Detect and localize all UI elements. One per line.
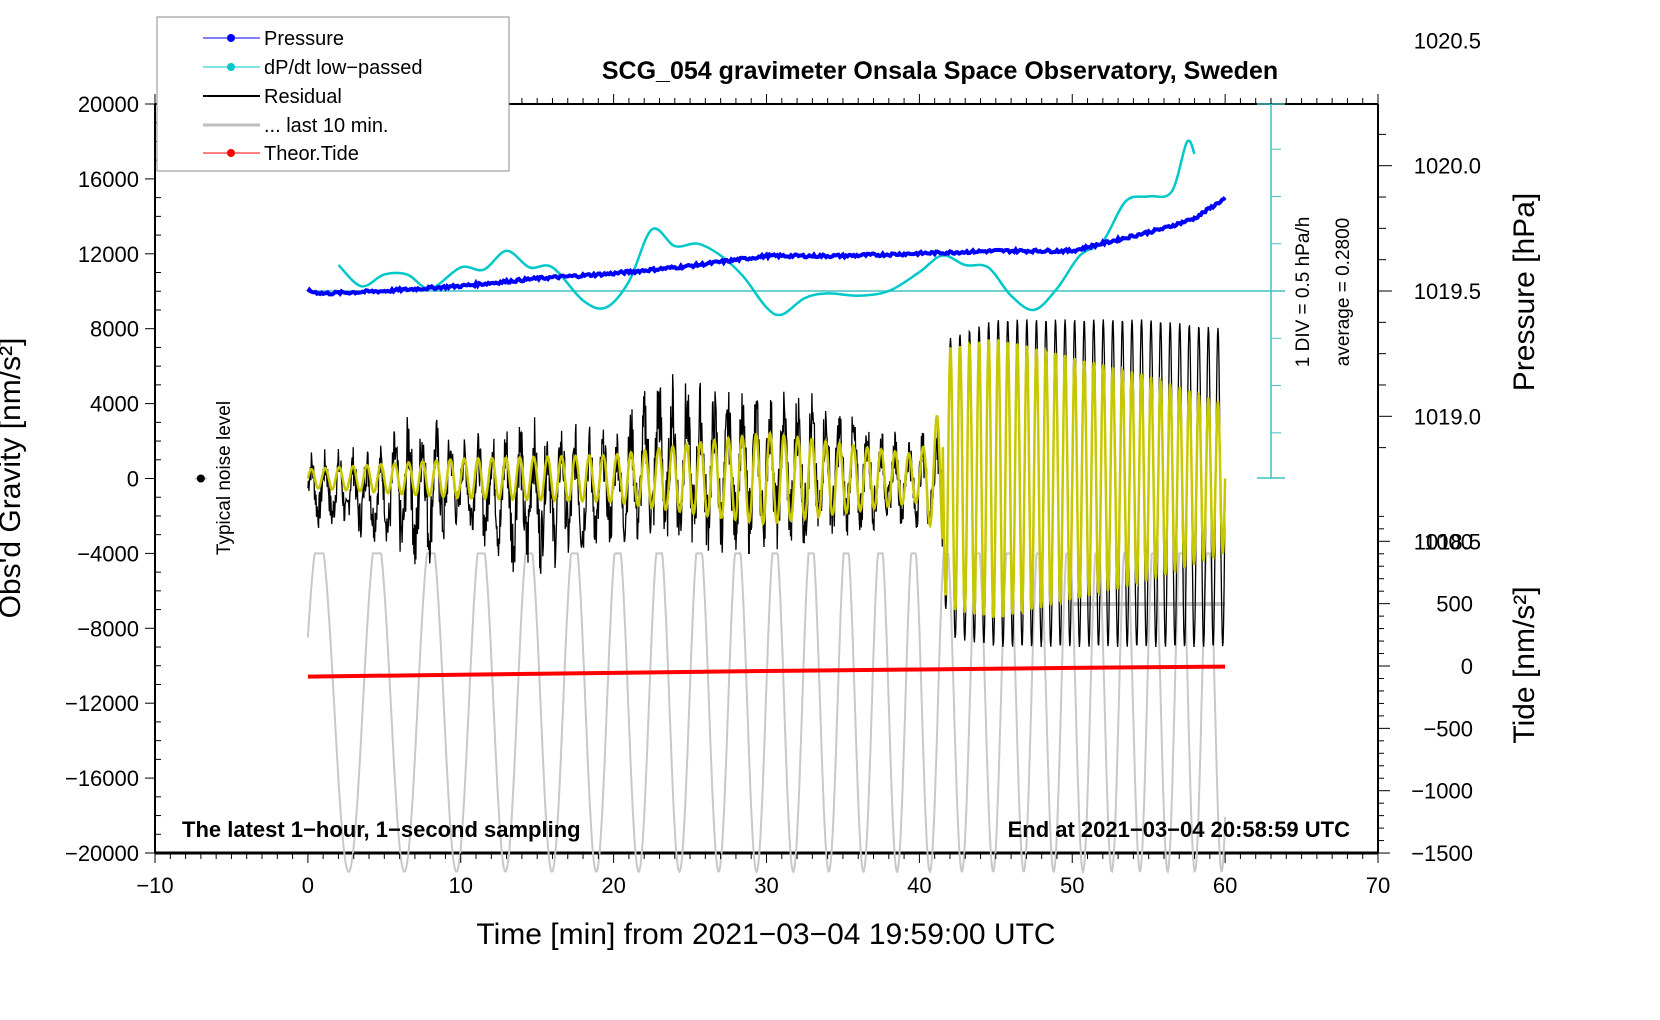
tide-line — [307, 664, 1226, 679]
chart-title: SCG_054 gravimeter Onsala Space Observat… — [602, 57, 1278, 85]
y-tick-label: −8000 — [77, 616, 139, 641]
y-tick-label: 12000 — [78, 242, 139, 267]
y-tick-label: 4000 — [90, 392, 139, 417]
y-tick-label: 0 — [127, 467, 139, 492]
legend-item-dpdt: dP/dt low−passed — [203, 57, 422, 79]
y-tick-label: −12000 — [65, 691, 139, 716]
y-tick-label: −4000 — [77, 541, 139, 566]
series-residual-smoothed — [306, 339, 1227, 618]
pressure-line — [306, 196, 1227, 297]
legend-label-pressure: Pressure — [264, 28, 344, 50]
x-tick-label: 70 — [1366, 873, 1390, 898]
legend-marker-pressure — [227, 34, 235, 42]
x-tick-label: 30 — [754, 873, 778, 898]
dpdt-scale-label: 1 DIV = 0.5 hPa/h — [1293, 217, 1314, 368]
pressure-tick-label: 1018.5 — [1414, 530, 1481, 555]
legend-label-residual: Residual — [264, 86, 342, 108]
tide-tick-label: −1500 — [1411, 841, 1473, 866]
sampling-note: The latest 1−hour, 1−second sampling — [182, 817, 581, 842]
dpdt-average-label: average = 0.2800 — [1333, 218, 1354, 366]
legend-item-pressure: Pressure — [203, 28, 344, 50]
pressure-tick-label: 1020.0 — [1414, 154, 1481, 179]
pressure-tick-label: 1019.5 — [1414, 279, 1481, 304]
x-tick-label: 40 — [907, 873, 931, 898]
x-tick-label: 10 — [449, 873, 473, 898]
dpdt-line — [337, 139, 1196, 317]
legend-label-theor-tide: Theor.Tide — [264, 143, 359, 165]
x-tick-label: 0 — [302, 873, 314, 898]
x-axis-title: Time [min] from 2021−03−04 19:59:00 UTC — [476, 918, 1055, 951]
pressure-axis-title: Pressure [hPa] — [1508, 193, 1541, 391]
axis-ticks: −10 0 10 20 30 40 50 60 70 20000 16000 12000 8000 400… — [65, 28, 1481, 898]
y-tick-label: −20000 — [65, 841, 139, 866]
last-10-min-line — [306, 552, 1227, 875]
noise-level-label: Typical noise level — [214, 401, 235, 555]
legend-item-residual: Residual — [203, 86, 342, 108]
x-tick-label: 20 — [601, 873, 625, 898]
legend-box — [156, 16, 510, 172]
legend-item-theor-tide: Theor.Tide — [203, 143, 359, 165]
series-theor-tide — [307, 664, 1226, 679]
tide-tick-label: −1000 — [1411, 779, 1473, 804]
tide-tick-label: 0 — [1461, 654, 1473, 679]
end-time-note: End at 2021−03−04 20:58:59 UTC — [1008, 817, 1351, 842]
tide-axis-title: Tide [nm/s²] — [1508, 586, 1541, 743]
tide-tick-label: 1000 — [1424, 529, 1473, 554]
legend: Pressure dP/dt low−passed Residual ... l… — [156, 16, 510, 172]
legend-label-dpdt: dP/dt low−passed — [264, 57, 422, 79]
tide-tick-label: −500 — [1423, 716, 1473, 741]
x-tick-label: 60 — [1213, 873, 1237, 898]
y-tick-label: 20000 — [78, 92, 139, 117]
legend-marker-theor-tide — [227, 149, 235, 157]
pressure-tick-label: 1019.0 — [1414, 404, 1481, 429]
y-tick-label: 16000 — [78, 167, 139, 192]
y-axis-title: Obs'd Gravity [nm/s²] — [0, 338, 27, 619]
residual-smoothed-line — [306, 339, 1227, 618]
x-tick-label: 50 — [1060, 873, 1084, 898]
pressure-tick-label: 1020.5 — [1414, 28, 1481, 53]
noise-marker — [194, 474, 207, 483]
series-pressure — [306, 196, 1227, 297]
tide-tick-label: 500 — [1436, 592, 1473, 617]
series-dpdt — [337, 139, 1196, 317]
noise-dot — [196, 474, 205, 483]
dpdt-scale-axis — [307, 103, 1285, 479]
legend-label-last-10-min: ... last 10 min. — [264, 115, 389, 137]
x-tick-label: −10 — [136, 873, 173, 898]
y-tick-label: −16000 — [65, 766, 139, 791]
y-tick-label: 8000 — [90, 317, 139, 342]
legend-marker-dpdt — [227, 63, 235, 71]
legend-item-last-10-min: ... last 10 min. — [203, 115, 389, 137]
